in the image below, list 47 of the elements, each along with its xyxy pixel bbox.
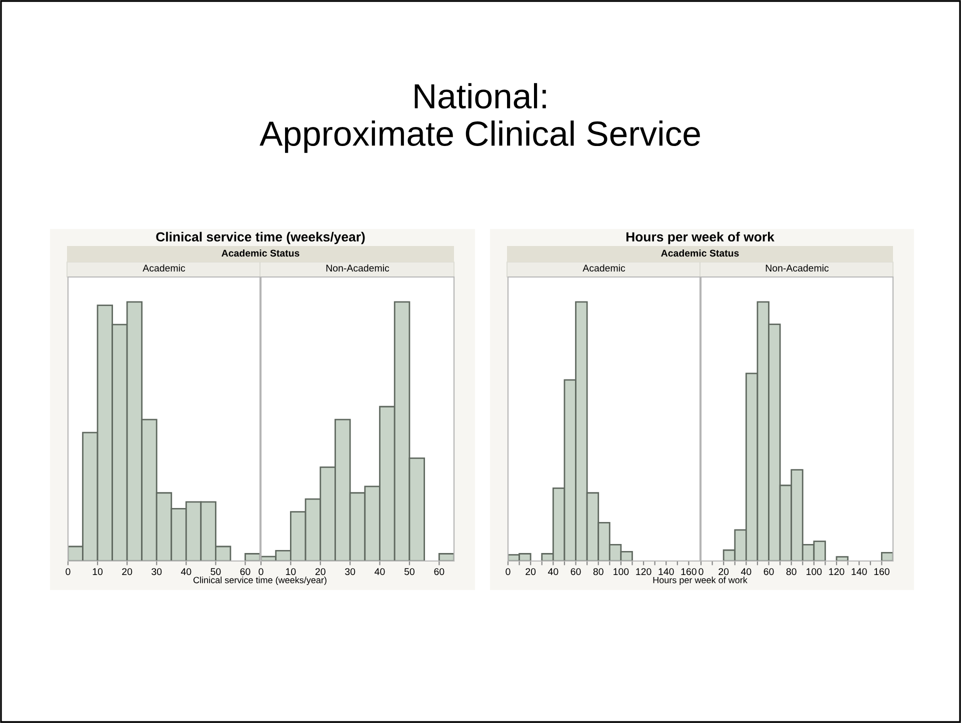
x-tick-label: 120 [636, 568, 652, 576]
x-tick-label: 0 [66, 568, 70, 576]
x-tick-label: 40 [180, 568, 192, 576]
x-tick-label: 30 [345, 568, 356, 576]
x-tick-label: 10 [92, 568, 103, 576]
bar [836, 556, 849, 561]
x-tick-label: 50 [210, 568, 221, 576]
bar [244, 553, 260, 561]
x-tick-label: 100 [806, 568, 822, 576]
x-axis-title: Clinical service time (weeks/year) [193, 576, 326, 586]
x-tick-label: 20 [315, 568, 326, 576]
x-tick-label: 160 [681, 568, 696, 576]
x-tick-label: 40 [548, 568, 558, 576]
x-tick-label: 60 [240, 568, 250, 576]
x-tick-label: 100 [614, 568, 629, 576]
x-tick-label: 60 [570, 568, 581, 576]
x-tick-label: 20 [526, 568, 536, 576]
x-tick-label: 60 [434, 568, 444, 576]
chart-title: Non-Academic [766, 264, 829, 272]
text: Academic Status [222, 249, 300, 257]
x-tick-label: 40 [740, 568, 752, 576]
x-tick-label: 80 [786, 568, 796, 576]
text: Academic Status [661, 249, 739, 257]
x-tick-label: 60 [764, 568, 774, 576]
x-tick-label: 0 [506, 568, 510, 576]
x-tick-label: 80 [593, 568, 604, 576]
x-tick-label: 0 [698, 568, 704, 576]
chart-title: Non-Academic [326, 264, 390, 272]
x-tick-label: 20 [718, 568, 729, 576]
text: Hours per week of work [626, 232, 774, 244]
x-tick-label: 120 [829, 568, 844, 576]
bar [438, 553, 454, 561]
x-tick-label: 30 [152, 568, 162, 576]
text: National: Approximate Clinical Service [260, 83, 700, 153]
x-tick-label: 50 [404, 568, 414, 576]
text: Clinical service time (weeks/year) [156, 232, 365, 244]
x-tick-label: 140 [852, 568, 867, 576]
x-tick-label: 140 [658, 568, 674, 576]
x-tick-label: 10 [286, 568, 296, 576]
chart-title: Academic [142, 264, 186, 272]
x-tick-label: 0 [258, 568, 264, 576]
x-axis-title: Hours per week of work [653, 576, 748, 586]
x-tick-label: 160 [874, 568, 890, 576]
bar [881, 552, 893, 561]
chart-title: Academic [582, 264, 626, 272]
x-tick-label: 40 [374, 568, 385, 576]
x-tick-label: 20 [122, 568, 132, 576]
